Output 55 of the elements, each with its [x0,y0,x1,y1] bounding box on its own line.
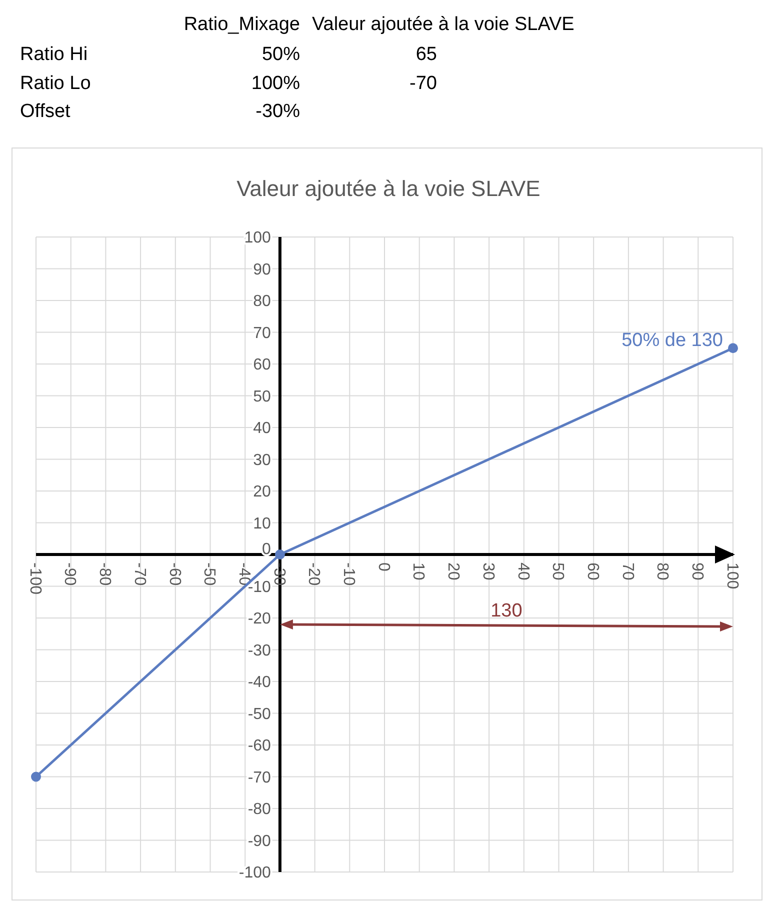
text: 100% [251,73,300,94]
x-tick-label: -20 [305,562,322,586]
y-tick-label: 40 [253,420,272,438]
x-tick-label: 100 [723,562,740,590]
point [31,772,41,782]
x-tick-label: -50 [200,562,218,586]
x-tick-label: -100 [26,562,44,595]
x-tick-label: 70 [618,562,636,580]
y-tick-label: 90 [253,261,272,278]
y-tick-label: -60 [248,738,272,755]
x-tick-label: -80 [96,562,114,586]
x-tick-label: 20 [444,562,462,580]
x-tick-label: 80 [654,562,671,580]
annotation: 130 [490,600,522,622]
x-tick-label: 0 [374,562,392,572]
y-tick-label: 10 [253,515,272,532]
chart-title: Valeur ajoutée à la voie SLAVE [236,176,540,201]
y-tick-label: -80 [248,801,272,818]
y-tick-label: 80 [253,293,272,310]
text: 50% [262,44,300,65]
x-tick-label: 60 [584,562,601,580]
x-tick-label: -70 [130,562,148,586]
text: Valeur ajoutée à la voie SLAVE [312,14,574,35]
y-tick-label: 50 [253,388,272,406]
x-tick-label: -30 [270,562,288,586]
text: Ratio_Mixage [184,14,300,35]
y-tick-label: 20 [253,484,272,501]
text: -30% [256,101,300,122]
text: 65 [416,44,437,65]
y-tick-label: -70 [248,769,272,786]
x-tick-label: -90 [61,562,78,586]
y-tick-label: 30 [253,452,272,469]
x-tick-label: -10 [340,562,358,586]
x-tick-label: 50 [549,562,566,580]
y-tick-label: 100 [244,230,272,247]
annotation: 50% de 130 [622,330,723,352]
y-tick-label: -50 [248,706,272,723]
y-tick-label: -90 [248,832,272,850]
y-tick-label: 60 [253,356,272,374]
text: Offset [20,101,72,122]
text: Ratio Lo [20,73,91,94]
x-tick-label: 90 [688,562,706,580]
point [274,550,285,560]
y-tick-label: -30 [248,642,272,660]
y-tick-label: 70 [253,324,272,342]
point [728,343,738,354]
x-tick-label: -60 [166,562,183,586]
y-tick-label: -40 [248,674,272,692]
x-tick-label: 40 [514,562,532,580]
text: Ratio Hi [20,44,88,65]
text: -70 [410,73,437,94]
y-tick-label: -20 [248,610,272,628]
y-tick-label: -100 [238,864,272,882]
x-tick-label: 30 [479,562,496,580]
x-tick-label: 10 [410,562,427,580]
